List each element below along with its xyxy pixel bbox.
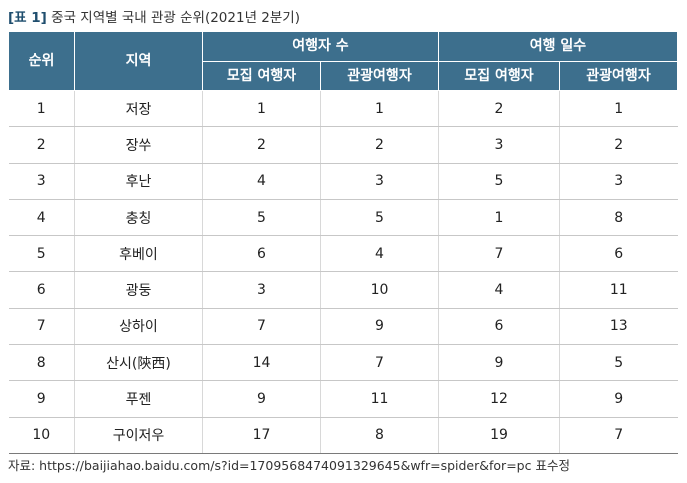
header-rank: 순위 xyxy=(8,31,75,91)
header-days-recruited: 모집 여행자 xyxy=(438,61,560,91)
cell-value: 2 xyxy=(320,126,439,164)
cell-value: 4 xyxy=(320,235,439,273)
cell-value: 10 xyxy=(320,271,439,309)
cell-value: 6 xyxy=(559,235,678,273)
table-row: 3 후난 4 3 5 3 xyxy=(8,163,678,200)
cell-value: 1 xyxy=(320,90,439,128)
cell-value: 5 xyxy=(202,199,321,237)
cell-region: 충칭 xyxy=(74,199,203,237)
cell-value: 4 xyxy=(202,163,321,200)
cell-value: 3 xyxy=(320,163,439,200)
header-days-group: 여행 일수 xyxy=(438,31,678,62)
cell-value: 9 xyxy=(559,380,678,418)
table-row: 7 상하이 7 9 6 13 xyxy=(8,308,678,346)
cell-value: 4 xyxy=(438,271,560,309)
table-title: 중국 지역별 국내 관광 순위(2021년 2분기) xyxy=(51,10,300,26)
cell-region: 푸젠 xyxy=(74,380,203,418)
header-region: 지역 xyxy=(74,31,203,91)
source-note: 자료: https://baijiahao.baidu.com/s?id=170… xyxy=(8,458,570,473)
cell-value: 2 xyxy=(438,90,560,128)
cell-value: 13 xyxy=(559,308,678,346)
table-row: 2 장쑤 2 2 3 2 xyxy=(8,126,678,164)
cell-value: 1 xyxy=(202,90,321,128)
cell-value: 6 xyxy=(438,308,560,346)
cell-value: 7 xyxy=(320,344,439,382)
header-travelers-recruited: 모집 여행자 xyxy=(202,61,321,91)
cell-rank: 10 xyxy=(8,417,75,454)
cell-value: 3 xyxy=(438,126,560,164)
cell-value: 3 xyxy=(202,271,321,309)
cell-value: 8 xyxy=(559,199,678,237)
cell-value: 9 xyxy=(438,344,560,382)
table-row: 8 산시(陝西) 14 7 9 5 xyxy=(8,344,678,382)
cell-value: 5 xyxy=(438,163,560,200)
cell-region: 산시(陝西) xyxy=(74,344,203,382)
table-row: 6 광둥 3 10 4 11 xyxy=(8,271,678,309)
cell-rank: 7 xyxy=(8,308,75,346)
cell-value: 17 xyxy=(202,417,321,454)
header-days-tourist: 관광여행자 xyxy=(559,61,678,91)
header-travelers-tourist: 관광여행자 xyxy=(320,61,439,91)
cell-value: 11 xyxy=(559,271,678,309)
cell-rank: 1 xyxy=(8,90,75,128)
cell-region: 광둥 xyxy=(74,271,203,309)
cell-rank: 5 xyxy=(8,235,75,273)
table-number: [표 1] xyxy=(8,10,47,26)
cell-rank: 4 xyxy=(8,199,75,237)
cell-value: 5 xyxy=(559,344,678,382)
cell-value: 2 xyxy=(202,126,321,164)
cell-rank: 9 xyxy=(8,380,75,418)
cell-value: 12 xyxy=(438,380,560,418)
cell-rank: 3 xyxy=(8,163,75,200)
cell-rank: 6 xyxy=(8,271,75,309)
cell-rank: 2 xyxy=(8,126,75,164)
table-caption: [표 1] 중국 지역별 국내 관광 순위(2021년 2분기) xyxy=(8,6,300,26)
cell-region: 구이저우 xyxy=(74,417,203,454)
cell-value: 9 xyxy=(320,308,439,346)
cell-region: 장쑤 xyxy=(74,126,203,164)
table-row: 1 저장 1 1 2 1 xyxy=(8,90,678,128)
cell-value: 7 xyxy=(559,417,678,454)
cell-region: 상하이 xyxy=(74,308,203,346)
cell-value: 3 xyxy=(559,163,678,200)
table-row: 10 구이저우 17 8 19 7 xyxy=(8,417,678,454)
header-travelers-group: 여행자 수 xyxy=(202,31,439,62)
cell-value: 8 xyxy=(320,417,439,454)
cell-value: 2 xyxy=(559,126,678,164)
cell-rank: 8 xyxy=(8,344,75,382)
cell-value: 14 xyxy=(202,344,321,382)
table-row: 5 후베이 6 4 7 6 xyxy=(8,235,678,273)
cell-region: 후난 xyxy=(74,163,203,200)
cell-value: 9 xyxy=(202,380,321,418)
cell-value: 5 xyxy=(320,199,439,237)
table-row: 4 충칭 5 5 1 8 xyxy=(8,199,678,237)
cell-value: 1 xyxy=(559,90,678,128)
cell-region: 후베이 xyxy=(74,235,203,273)
cell-value: 7 xyxy=(438,235,560,273)
ranking-table: 순위 지역 여행자 수 여행 일수 모집 여행자 관광여행자 모집 여행자 관광… xyxy=(8,31,678,454)
cell-value: 1 xyxy=(438,199,560,237)
cell-value: 6 xyxy=(202,235,321,273)
cell-value: 19 xyxy=(438,417,560,454)
table-row: 9 푸젠 9 11 12 9 xyxy=(8,380,678,418)
cell-region: 저장 xyxy=(74,90,203,128)
cell-value: 11 xyxy=(320,380,439,418)
cell-value: 7 xyxy=(202,308,321,346)
